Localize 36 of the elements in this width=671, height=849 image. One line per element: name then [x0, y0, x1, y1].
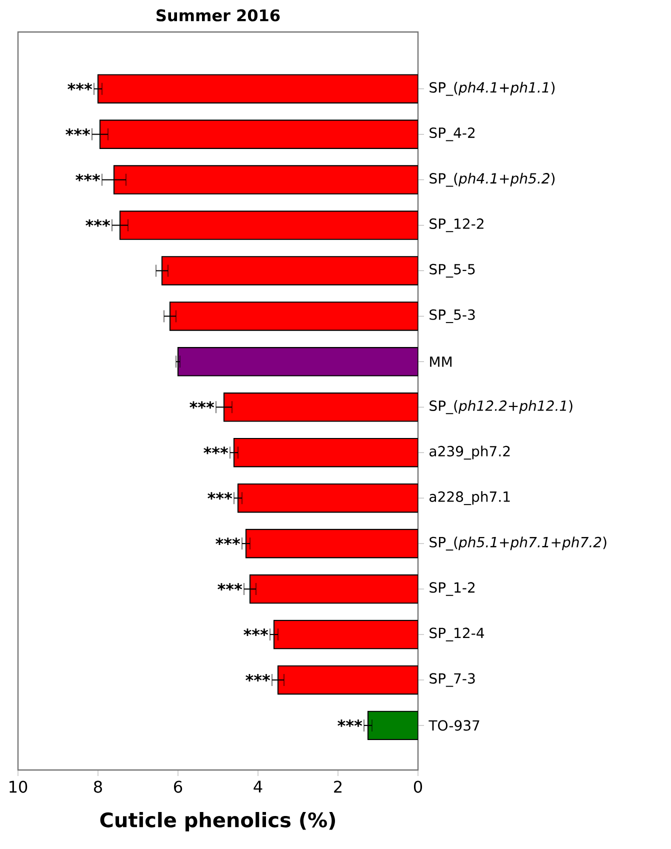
y-tick-label: SP_12-4	[430, 628, 484, 642]
y-tick-label: SP_12-2	[430, 218, 484, 232]
y-tick-label: SP_7-3	[430, 673, 475, 687]
y-tick-label: MM	[430, 356, 452, 367]
x-axis-title: Cuticle phenolics (%)	[100, 812, 336, 832]
y-tick-label: SP_(ph4.1+ph1.1)	[430, 82, 555, 96]
y-tick-label: a228_ph7.1	[430, 491, 510, 506]
annotation: ***	[86, 219, 110, 227]
x-tick-label: 10	[10, 780, 28, 793]
bar	[367, 710, 418, 740]
annotation: ***	[190, 401, 214, 409]
annotation: ***	[68, 82, 92, 90]
chart-title: Summer 2016	[156, 9, 280, 22]
x-tick-label: 8	[94, 780, 102, 793]
annotation: ***	[218, 583, 242, 591]
x-tick-label: 0	[414, 780, 422, 793]
y-tick-label: TO-937	[428, 720, 480, 731]
y-tick-label: a239_ph7.2	[430, 446, 510, 460]
annotation: ***	[338, 720, 362, 727]
y-tick-label: SP_(ph5.1+ph7.1+ph7.2)	[430, 536, 606, 551]
annotation: ***	[204, 446, 228, 454]
x-tick-label: 4	[254, 780, 262, 792]
y-tick-label: SP_(ph4.1+ph5.2)	[430, 172, 555, 187]
annotation: ***	[216, 538, 240, 546]
annotation: ***	[244, 628, 268, 636]
y-tick-label: SP_1-2	[430, 582, 475, 596]
annotation: ***	[76, 174, 100, 182]
y-tick-label: SP_5-3	[430, 309, 475, 324]
x-tick-label: 2	[334, 780, 342, 793]
y-tick-label: SP_4-2	[430, 127, 475, 142]
annotation: ***	[66, 128, 90, 136]
y-tick-label: SP_5-5	[430, 264, 475, 278]
annotation: ***	[246, 674, 270, 682]
x-tick-label: 6	[174, 780, 182, 793]
y-tick-label: SP_(ph12.2+ph12.1)	[430, 400, 572, 414]
annotation: ***	[208, 492, 232, 500]
